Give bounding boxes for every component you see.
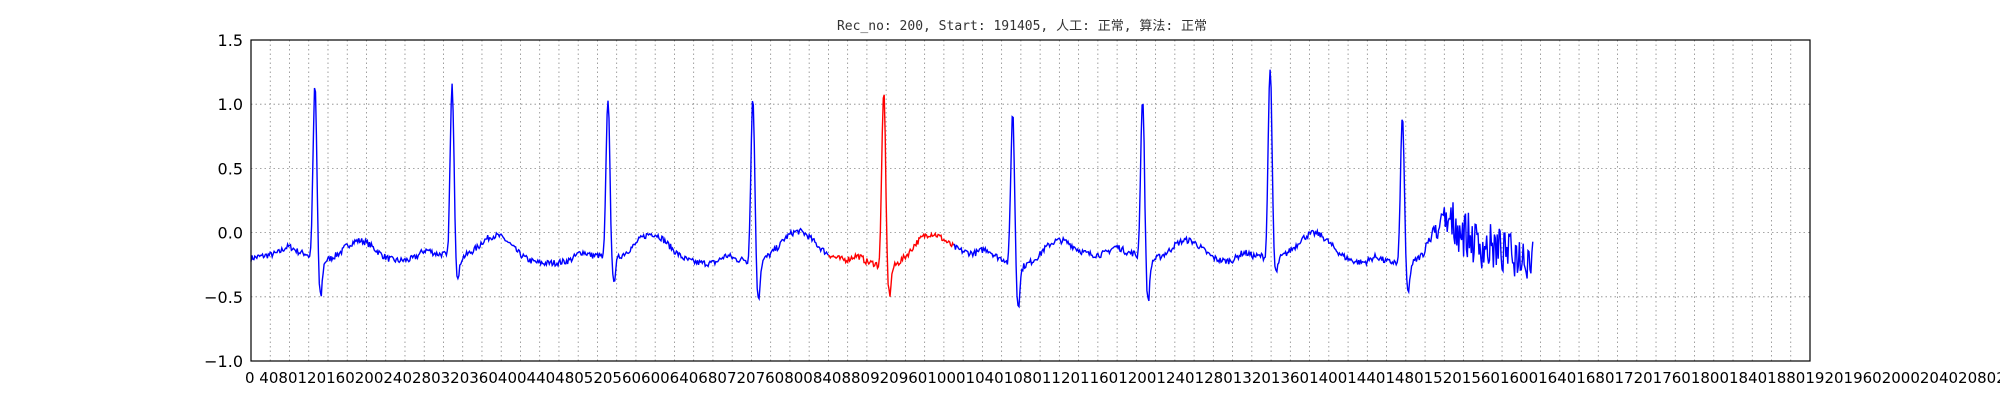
ecg-series (250, 69, 1534, 309)
y-tick-label: 0.0 (218, 224, 243, 243)
x-tick-labels: 0 40801201602002402803203604004404805205… (245, 369, 2000, 387)
y-tick-label: 1.0 (218, 95, 243, 114)
y-axis: −1.0 −0.5 0.0 0.5 1.0 1.5 (204, 31, 243, 371)
y-tick-label: −1.0 (204, 352, 243, 371)
ecg-trace-after (953, 69, 1534, 309)
ecg-trace-highlighted-beat (827, 94, 955, 297)
y-tick-label: 0.5 (218, 159, 243, 178)
chart-title: Rec_no: 200, Start: 191405, 人工: 正常, 算法: … (837, 19, 1207, 34)
ecg-trace-before (250, 83, 829, 302)
y-tick-label: 1.5 (218, 31, 243, 50)
grid-lines (250, 39, 1811, 362)
plot-area (250, 39, 1811, 362)
y-tick-label: −0.5 (204, 288, 243, 307)
